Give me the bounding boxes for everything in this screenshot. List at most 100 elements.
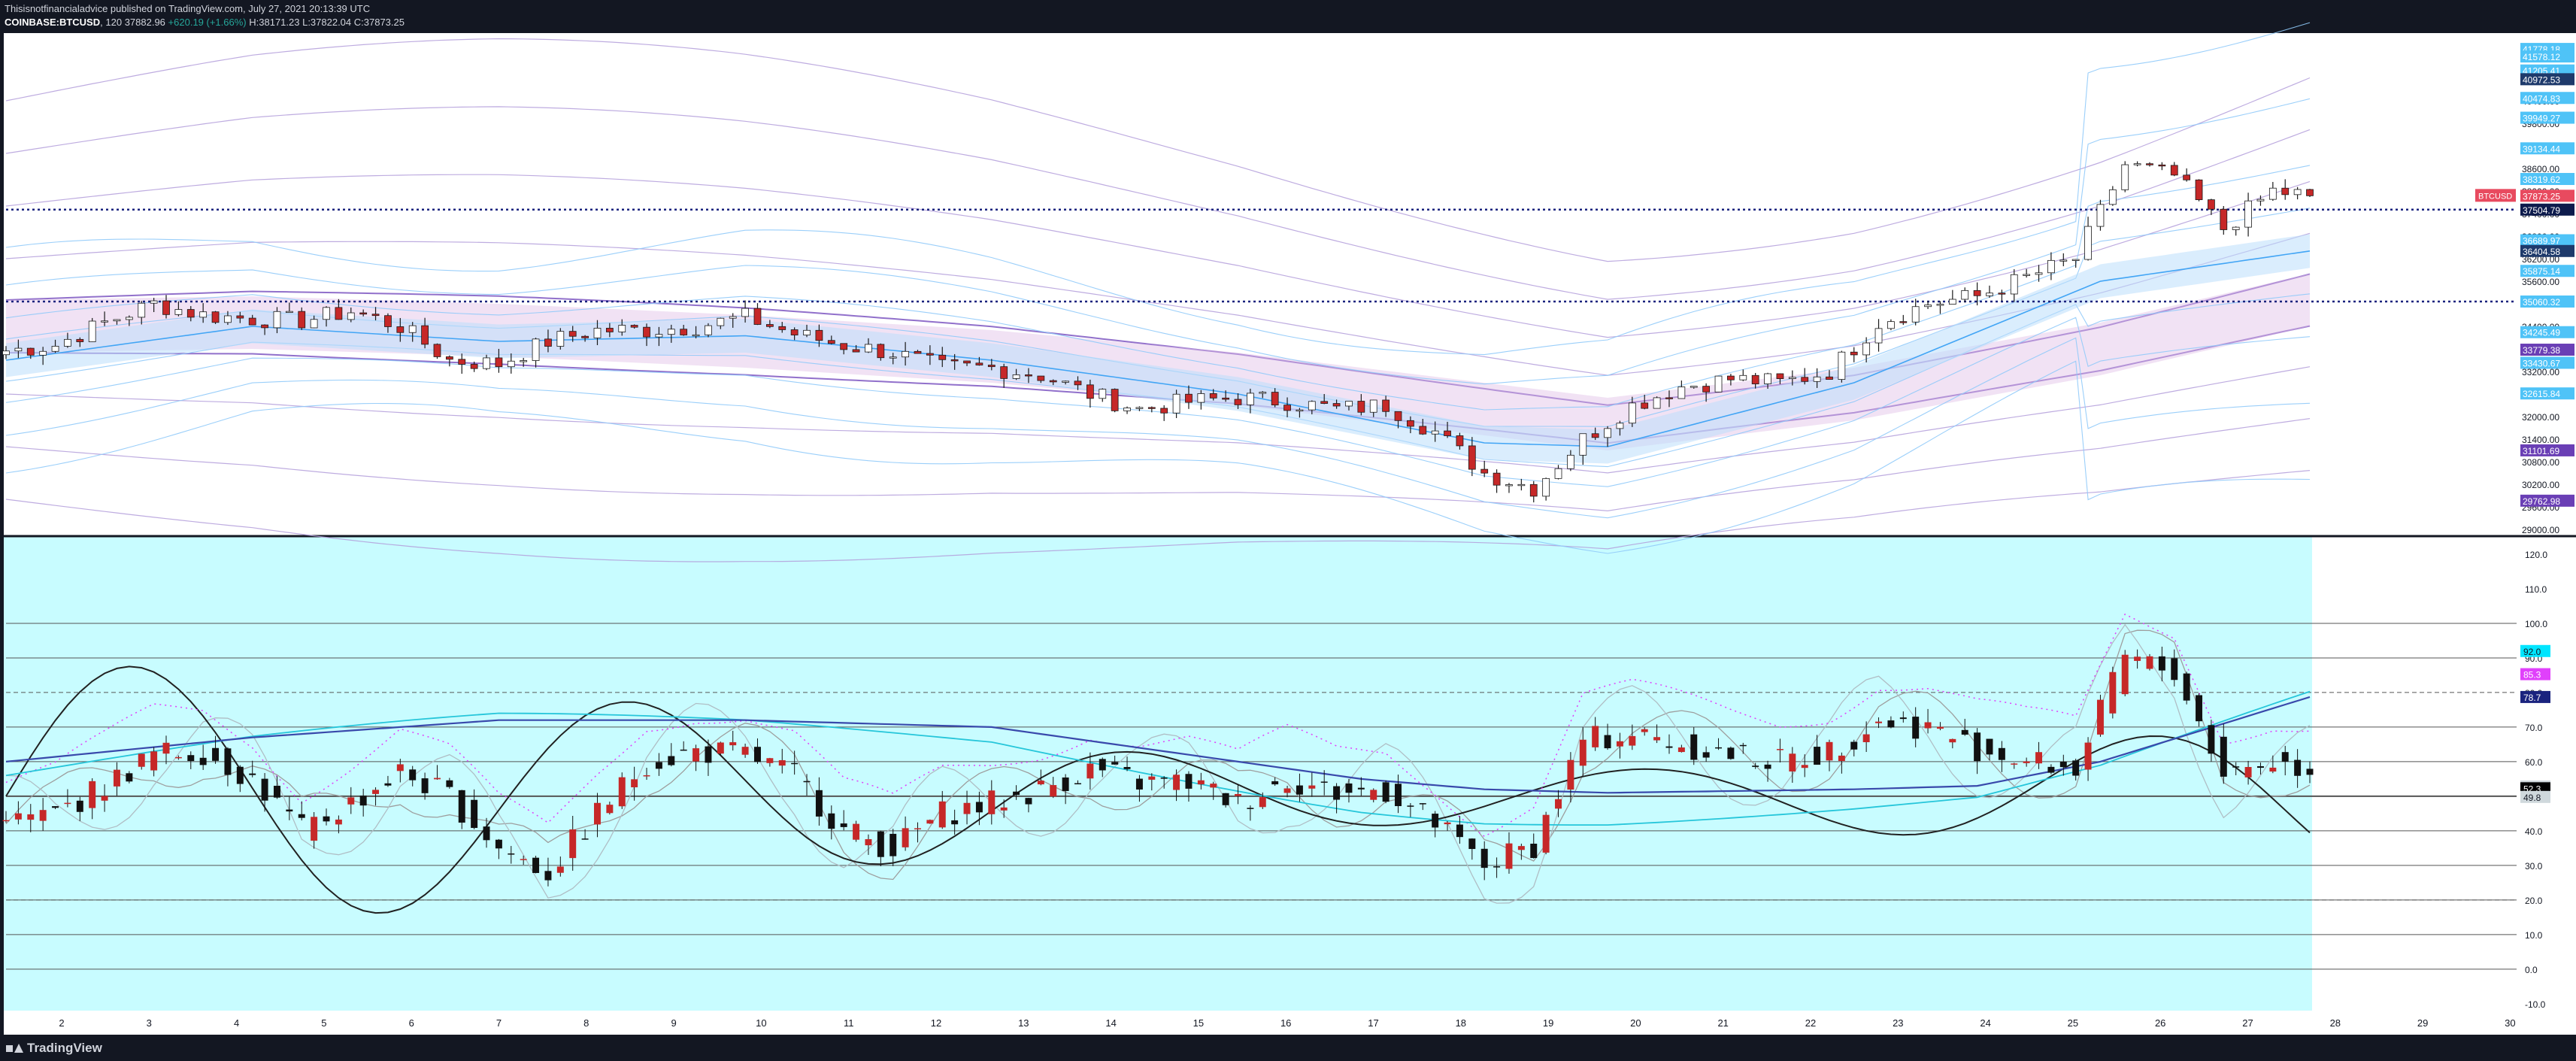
- time-axis-label: 11: [844, 1017, 854, 1029]
- oscillator-candle: [1961, 729, 1968, 735]
- price-candle: [827, 340, 835, 344]
- price-axis-badge-label: 34245.49: [2523, 328, 2560, 338]
- oscillator-candle: [2158, 656, 2165, 671]
- price-candle: [1147, 407, 1156, 409]
- oscillator-candle: [1357, 787, 1365, 790]
- price-candle: [211, 311, 220, 323]
- price-candle: [1567, 454, 1574, 469]
- price-candle: [1554, 468, 1562, 479]
- price-candle: [1899, 321, 1908, 323]
- oscillator-candle: [1702, 752, 1710, 758]
- price-candle: [347, 312, 355, 320]
- oscillator-candle: [1320, 781, 1328, 783]
- time-axis-label: 17: [1368, 1017, 1378, 1029]
- price-candle: [692, 334, 700, 337]
- slow-envelope-line: [5, 366, 2311, 474]
- price-candle: [39, 350, 47, 356]
- blue-average-line: [5, 696, 2311, 794]
- oscillator-candle: [1789, 753, 1796, 771]
- oscillator-candle: [1444, 822, 1451, 825]
- tradingview-logo[interactable]: TradingView: [6, 1041, 102, 1056]
- price-candle: [1049, 380, 1057, 383]
- oscillator-candle: [1296, 785, 1303, 795]
- oscillator-candle: [544, 871, 552, 881]
- price-candle: [1111, 389, 1119, 411]
- time-axis-panel[interactable]: [4, 1011, 2576, 1035]
- time-axis-label: 26: [2155, 1017, 2165, 1029]
- oscillator-candle: [1197, 780, 1205, 785]
- oscillator-candle: [2281, 752, 2289, 762]
- oscillator-candle: [187, 755, 195, 762]
- oscillator-candle: [286, 809, 293, 812]
- oscillator-candle: [1235, 794, 1241, 796]
- oscillator-candle: [606, 805, 614, 814]
- price-candle: [1086, 384, 1094, 399]
- oscillator-candle: [828, 813, 835, 829]
- oscillator-future-area: [2312, 537, 2517, 1011]
- price-candle: [1751, 374, 1759, 384]
- oscillator-candle: [1986, 738, 1993, 755]
- price-candle: [950, 359, 959, 362]
- oscillator-candle: [1752, 765, 1759, 767]
- price-axis-badge: [2520, 295, 2574, 308]
- oscillator-axis-badge-label: 78.7: [2523, 693, 2541, 703]
- oscillator-candle: [1148, 776, 1156, 780]
- price-candle: [1074, 380, 1082, 386]
- oscillator-candle: [1616, 741, 1623, 747]
- oscillator-candle: [2121, 654, 2129, 695]
- oscillator-candle: [1949, 738, 1956, 743]
- price-candle: [1887, 321, 1895, 329]
- price-candle: [655, 334, 663, 338]
- oscillator-candle: [39, 810, 47, 821]
- oscillator-candle: [1407, 805, 1414, 807]
- price-axis-badge: [2520, 444, 2574, 456]
- price-candle: [125, 317, 133, 320]
- price-candle: [2121, 164, 2129, 190]
- price-candle: [236, 315, 244, 319]
- price-axis-badge: [2520, 92, 2574, 105]
- price-candle: [445, 356, 453, 360]
- oscillator-candle: [593, 802, 601, 825]
- price-candle: [359, 312, 368, 315]
- price-axis-label: 33200.00: [2522, 367, 2559, 377]
- symbol-axis-tag-label: BTCUSD: [2478, 192, 2512, 201]
- oscillator-candle: [569, 829, 577, 859]
- price-candle: [1714, 375, 1723, 393]
- fast-envelope-line: [5, 165, 2311, 411]
- oscillator-candle: [532, 857, 540, 873]
- price-candle: [1222, 397, 1229, 400]
- price-candle: [1813, 376, 1821, 382]
- price-candle: [507, 360, 515, 368]
- oscillator-candle: [963, 802, 971, 814]
- oscillator-pane: [2, 613, 2517, 970]
- interval-value[interactable]: 120: [105, 17, 123, 28]
- price-candle: [1973, 290, 1981, 296]
- time-axis-label: 9: [671, 1017, 676, 1029]
- price-candle: [865, 344, 872, 353]
- price-candle: [1160, 408, 1168, 414]
- price-candle: [384, 315, 392, 327]
- slow-envelope-line: [5, 106, 2311, 300]
- price-candle: [1911, 306, 1920, 323]
- fast-envelope-line: [5, 22, 2311, 356]
- price-candle: [2, 350, 10, 356]
- price-candle: [790, 329, 799, 335]
- price-candle: [138, 302, 146, 318]
- price-candle: [1862, 342, 1871, 356]
- oscillator-candle: [1271, 781, 1279, 785]
- price-candle: [470, 364, 478, 369]
- price-candle: [1012, 374, 1020, 379]
- oscillator-candle: [174, 756, 182, 759]
- oscillator-candle: [1480, 848, 1488, 869]
- oscillator-candle: [2109, 671, 2117, 714]
- symbol-name[interactable]: COINBASE:BTCUSD: [5, 17, 101, 28]
- price-candle: [902, 350, 909, 358]
- price-candle: [1653, 397, 1661, 409]
- oscillator-candle: [705, 746, 712, 763]
- oscillator-candle: [2294, 759, 2302, 776]
- price-candle: [2195, 179, 2203, 201]
- price-candle: [273, 311, 281, 329]
- price-candle: [1296, 409, 1304, 412]
- price-candle: [2084, 226, 2092, 260]
